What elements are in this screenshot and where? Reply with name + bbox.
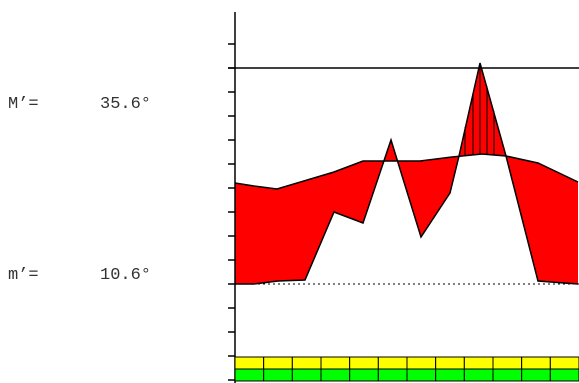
scale-cell-lower [549, 368, 579, 382]
upper-boundary-line [234, 153, 579, 190]
scale-cell-upper [406, 356, 437, 370]
scale-cell-upper [320, 356, 351, 370]
scale-cell-lower [320, 368, 351, 382]
color-scale-bar [234, 356, 579, 382]
lower-trace-line [235, 62, 579, 285]
max-readout-label: M’= [8, 95, 39, 114]
min-readout-value: 10.6° [100, 266, 152, 285]
scale-cell-upper [463, 356, 494, 370]
scale-cell-lower [377, 368, 408, 382]
scale-cell-lower [234, 368, 265, 382]
scale-cell-upper [521, 356, 551, 370]
scale-cell-lower [263, 368, 293, 382]
max-readout-value: 35.6° [100, 95, 152, 114]
scale-cell-lower [463, 368, 494, 382]
scale-cell-lower [406, 368, 437, 382]
scale-cell-upper [234, 356, 265, 370]
peak-hatch [464, 63, 495, 156]
red-band-area [235, 63, 578, 284]
scale-cell-upper [291, 356, 322, 370]
scale-cell-upper [549, 356, 579, 370]
scale-cell-upper [263, 356, 293, 370]
scale-cell-lower [521, 368, 551, 382]
scale-cell-upper [492, 356, 523, 370]
scale-cell-upper [377, 356, 408, 370]
axis-ticks [228, 43, 235, 381]
min-readout-label: m’= [8, 266, 39, 285]
scale-cell-lower [435, 368, 465, 382]
scale-cell-lower [492, 368, 523, 382]
scale-cell-upper [349, 356, 379, 370]
scale-cell-lower [349, 368, 379, 382]
scale-cell-upper [435, 356, 465, 370]
scale-cell-lower [291, 368, 322, 382]
